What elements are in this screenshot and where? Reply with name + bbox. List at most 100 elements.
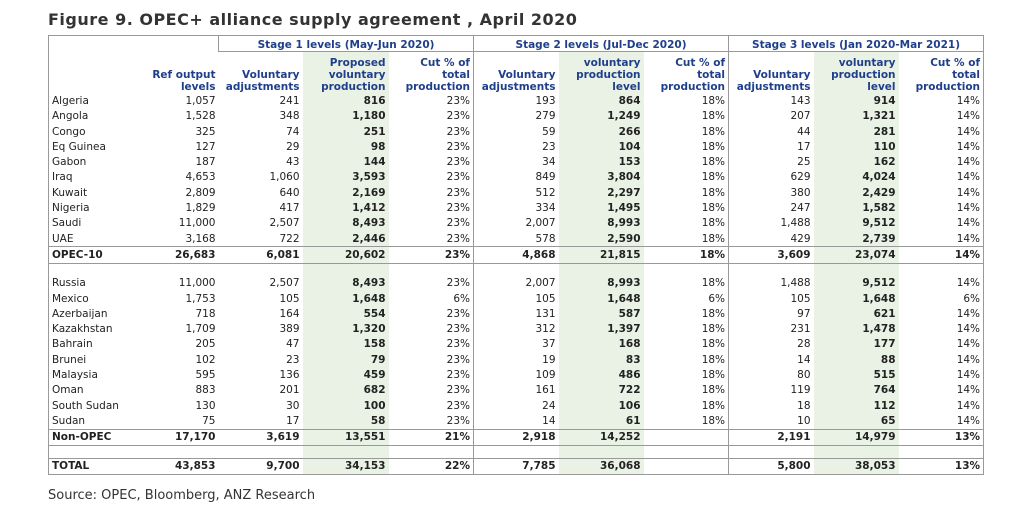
cell: 158 bbox=[302, 336, 389, 353]
cell: 162 bbox=[813, 154, 899, 170]
cell: 11,000 bbox=[178, 217, 216, 230]
total-row: OPEC-10 26,683 6,081 20,602 23% 4,868 21,815 18… bbox=[48, 246, 984, 264]
cell: 14% bbox=[956, 94, 981, 107]
cell: 14% bbox=[956, 399, 981, 412]
cell: 8,993 bbox=[558, 275, 644, 291]
cell: 23% bbox=[446, 414, 471, 427]
cell: 23% bbox=[446, 202, 471, 215]
cell: 1,829 bbox=[185, 202, 216, 215]
cell: 65 bbox=[813, 413, 899, 430]
cell: 110 bbox=[813, 139, 899, 155]
cell: 136 bbox=[279, 368, 300, 381]
cell: 14% bbox=[956, 171, 981, 184]
row-label: Kazakhstan bbox=[52, 323, 113, 336]
cell: 764 bbox=[813, 382, 899, 398]
cell: 100 bbox=[302, 397, 389, 414]
cell: 241 bbox=[279, 94, 300, 107]
cell: 79 bbox=[302, 352, 389, 368]
cell: 98 bbox=[302, 139, 389, 155]
cell: 23% bbox=[446, 399, 471, 412]
data-row: Azerbaijan 718 164 554 23% 131 587 18% 97 621 14% bbox=[49, 306, 984, 322]
data-row: Mexico 1,753 105 1,648 6% 105 1,648 6% 105 1,648 6… bbox=[49, 290, 984, 307]
cell: 43,853 bbox=[130, 457, 219, 476]
cell: 144 bbox=[302, 154, 389, 170]
cell: 6% bbox=[963, 292, 981, 305]
data-row: Kuwait 2,809 640 2,169 23% 512 2,297 18% 380 2,42… bbox=[49, 185, 984, 201]
cell: 102 bbox=[195, 353, 216, 366]
cell: 23% bbox=[446, 307, 471, 320]
spacer-cell bbox=[131, 263, 219, 276]
data-row: Bahrain 205 47 158 23% 37 168 18% 28 177 14% bbox=[49, 336, 984, 353]
row-label: Eq Guinea bbox=[52, 140, 106, 153]
blank-header bbox=[49, 36, 219, 52]
empty-cell bbox=[643, 457, 729, 476]
cell: 14% bbox=[956, 140, 981, 153]
cell: 23% bbox=[446, 217, 471, 230]
cell: 14% bbox=[956, 368, 981, 381]
cell: 1,180 bbox=[302, 108, 389, 124]
cell: 83 bbox=[558, 352, 644, 368]
cell: 6% bbox=[453, 292, 471, 305]
cell: 21,815 bbox=[558, 246, 644, 264]
cell: 4,868 bbox=[473, 246, 559, 264]
cell: 18% bbox=[701, 156, 726, 169]
cell: 47 bbox=[286, 338, 300, 351]
row-label: Bahrain bbox=[52, 338, 93, 351]
column-header: Voluntary adjustments bbox=[225, 69, 300, 94]
cell: 1,060 bbox=[269, 171, 300, 184]
cell: 23% bbox=[446, 110, 471, 123]
cell: 2,507 bbox=[269, 217, 300, 230]
cell: 14 bbox=[728, 352, 814, 368]
cell: 143 bbox=[728, 93, 814, 109]
cell: 8,993 bbox=[558, 215, 644, 231]
spacer-cell bbox=[813, 263, 899, 276]
cell: 251 bbox=[302, 123, 389, 140]
row-label: Sudan bbox=[52, 414, 86, 427]
cell: 459 bbox=[302, 367, 389, 383]
cell: 9,700 bbox=[218, 457, 303, 476]
cell: 18% bbox=[701, 186, 726, 199]
blank-header bbox=[49, 51, 131, 93]
empty-cell bbox=[643, 428, 729, 446]
cell: 18% bbox=[701, 368, 726, 381]
data-row: Algeria 1,057 241 816 23% 193 864 18% 143 914 14% bbox=[49, 93, 984, 109]
cell: 849 bbox=[473, 169, 559, 186]
cell: 2,507 bbox=[269, 277, 300, 290]
cell: 4,653 bbox=[185, 171, 216, 184]
cell: 8,493 bbox=[302, 215, 389, 231]
cell: 1,648 bbox=[302, 290, 389, 307]
row-label: South Sudan bbox=[52, 399, 119, 412]
stage-header: Stage 3 levels (Jan 2020-Mar 2021) bbox=[728, 35, 984, 52]
spacer-cell bbox=[899, 445, 984, 458]
cell: 389 bbox=[279, 323, 300, 336]
title: Figure 9. OPEC+ alliance supply agreemen… bbox=[48, 10, 578, 29]
cell: 554 bbox=[302, 306, 389, 322]
cell: 1,582 bbox=[813, 200, 899, 216]
cell: 266 bbox=[558, 123, 644, 140]
cell: 80 bbox=[728, 367, 814, 383]
cell: 38,053 bbox=[813, 457, 899, 476]
cell: 722 bbox=[558, 382, 644, 398]
cell: 14% bbox=[956, 338, 981, 351]
spacer-cell bbox=[219, 263, 303, 276]
cell: 43 bbox=[286, 156, 300, 169]
data-row: Congo 325 74 251 23% 59 266 18% 44 281 14% bbox=[49, 123, 984, 140]
cell: 11,000 bbox=[178, 277, 216, 290]
cell: 1,528 bbox=[185, 110, 216, 123]
cell: 201 bbox=[279, 384, 300, 397]
row-label: Russia bbox=[52, 277, 86, 290]
cell: 130 bbox=[195, 399, 216, 412]
cell: 17 bbox=[286, 414, 300, 427]
supply-table: Stage 1 levels (May-Jun 2020) Stage 2 lev… bbox=[48, 35, 985, 476]
row-label: Gabon bbox=[52, 156, 87, 169]
data-row: Nigeria 1,829 417 1,412 23% 334 1,495 18% 247 1,5… bbox=[49, 200, 984, 216]
cell: 22% bbox=[388, 457, 474, 476]
spacer-cell bbox=[389, 263, 474, 276]
cell: 3,804 bbox=[558, 169, 644, 186]
cell: 486 bbox=[558, 367, 644, 383]
cell: 23% bbox=[446, 125, 471, 138]
column-header: voluntary production level bbox=[558, 51, 644, 94]
cell: 14% bbox=[956, 307, 981, 320]
column-header: voluntary production level bbox=[813, 51, 899, 94]
cell: 718 bbox=[195, 307, 216, 320]
